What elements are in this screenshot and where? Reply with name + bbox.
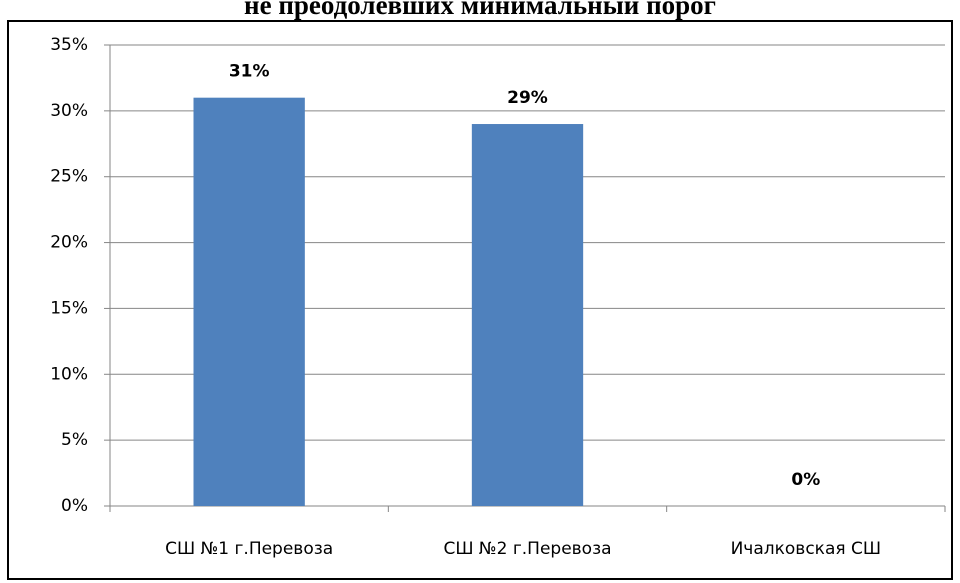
y-tick-label: 15% [50, 298, 88, 318]
chart-title: не преодолевших минимальный порог [244, 0, 716, 20]
y-tick-label: 10% [50, 364, 88, 384]
x-tick-label: Ичалковская СШ [731, 539, 881, 559]
y-tick-label: 35% [50, 35, 88, 55]
bar [471, 124, 584, 507]
data-label: 0% [791, 470, 820, 490]
bar [193, 97, 305, 506]
y-tick-label: 30% [50, 101, 88, 121]
x-tick-label: СШ №2 г.Перевоза [443, 539, 611, 559]
x-tick-label: СШ №1 г.Перевоза [165, 539, 333, 559]
y-tick-label: 5% [61, 430, 88, 450]
data-label: 31% [229, 62, 270, 82]
y-tick-label: 20% [50, 233, 88, 253]
y-tick-label: 25% [50, 167, 88, 187]
y-tick-label: 0% [61, 496, 88, 516]
data-label: 29% [507, 88, 548, 108]
